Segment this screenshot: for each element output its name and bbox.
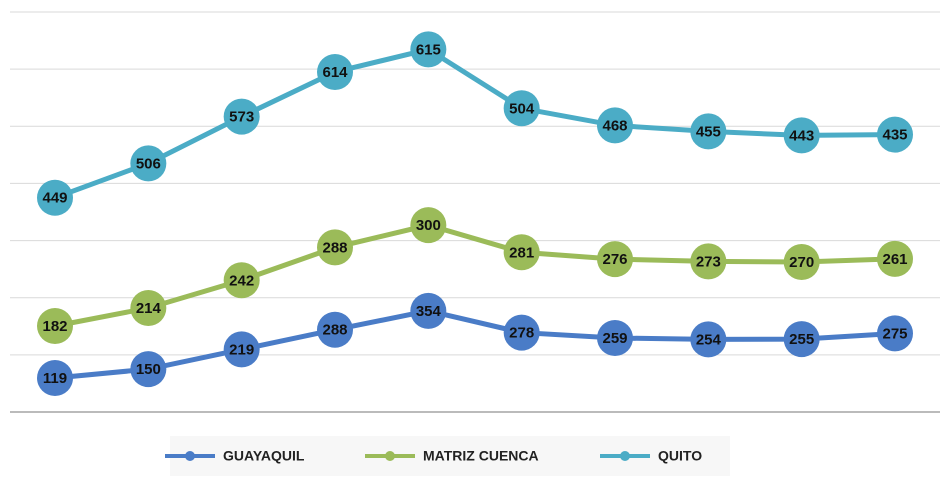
point-marker: [37, 308, 73, 344]
series-line: [54, 308, 896, 381]
legend-label: QUITO: [658, 448, 702, 464]
data-label: 219: [229, 341, 254, 358]
data-label: 276: [602, 251, 627, 268]
legend-marker: [620, 451, 630, 461]
data-label: 443: [789, 127, 814, 144]
point-marker: [783, 117, 820, 154]
data-label: 506: [136, 155, 161, 172]
data-label: 615: [416, 41, 441, 58]
data-label: 300: [416, 217, 441, 234]
point-marker: [783, 321, 820, 358]
data-label: 119: [43, 370, 67, 387]
data-label: 261: [882, 251, 907, 268]
data-label: 288: [322, 239, 347, 256]
point-marker: [503, 90, 540, 127]
data-label: 275: [882, 325, 907, 342]
point-marker: [690, 113, 727, 150]
data-label: 354: [416, 303, 442, 320]
point-marker: [317, 311, 353, 348]
data-label: 254: [696, 331, 722, 348]
data-label: 242: [229, 272, 254, 289]
point-marker: [223, 262, 260, 299]
data-label: 455: [696, 123, 721, 140]
point-marker: [877, 315, 913, 352]
data-label: 273: [696, 253, 721, 270]
legend-label: MATRIZ CUENCA: [423, 448, 539, 464]
point-marker: [503, 234, 540, 271]
point-marker: [690, 243, 727, 280]
legend-marker: [185, 451, 195, 461]
data-label: 214: [136, 300, 162, 317]
data-label: 259: [602, 330, 627, 347]
point-marker: [597, 107, 633, 144]
point-marker: [597, 320, 633, 356]
data-label: 278: [509, 325, 534, 342]
point-marker: [410, 207, 447, 244]
point-marker: [877, 116, 913, 153]
data-label: 182: [42, 318, 67, 335]
point-marker: [37, 360, 73, 396]
point-marker: [130, 145, 167, 182]
data-label: 573: [229, 109, 254, 126]
legend-label: GUAYAQUIL: [223, 448, 305, 464]
point-marker: [223, 331, 260, 368]
point-marker: [877, 240, 913, 277]
series-line: [54, 46, 896, 201]
point-marker: [783, 244, 820, 280]
point-marker: [503, 314, 540, 351]
data-label: 614: [322, 64, 348, 81]
series-line: [54, 222, 896, 329]
data-label: 449: [42, 190, 67, 207]
point-marker: [410, 292, 447, 329]
data-label: 288: [322, 322, 347, 339]
point-marker: [223, 98, 260, 135]
point-marker: [690, 321, 727, 358]
point-marker: [410, 31, 447, 68]
data-label: 435: [882, 127, 907, 144]
data-label: 150: [136, 361, 161, 378]
data-label: 468: [602, 117, 627, 134]
point-marker: [317, 229, 353, 266]
data-label: 504: [509, 100, 535, 117]
legend-marker: [385, 451, 395, 461]
point-marker: [130, 290, 167, 326]
point-marker: [597, 241, 633, 278]
point-marker: [37, 179, 73, 216]
data-label: 255: [789, 331, 814, 348]
point-marker: [317, 54, 353, 90]
point-marker: [130, 351, 167, 388]
data-label: 270: [789, 254, 814, 271]
data-label: 281: [509, 244, 534, 261]
